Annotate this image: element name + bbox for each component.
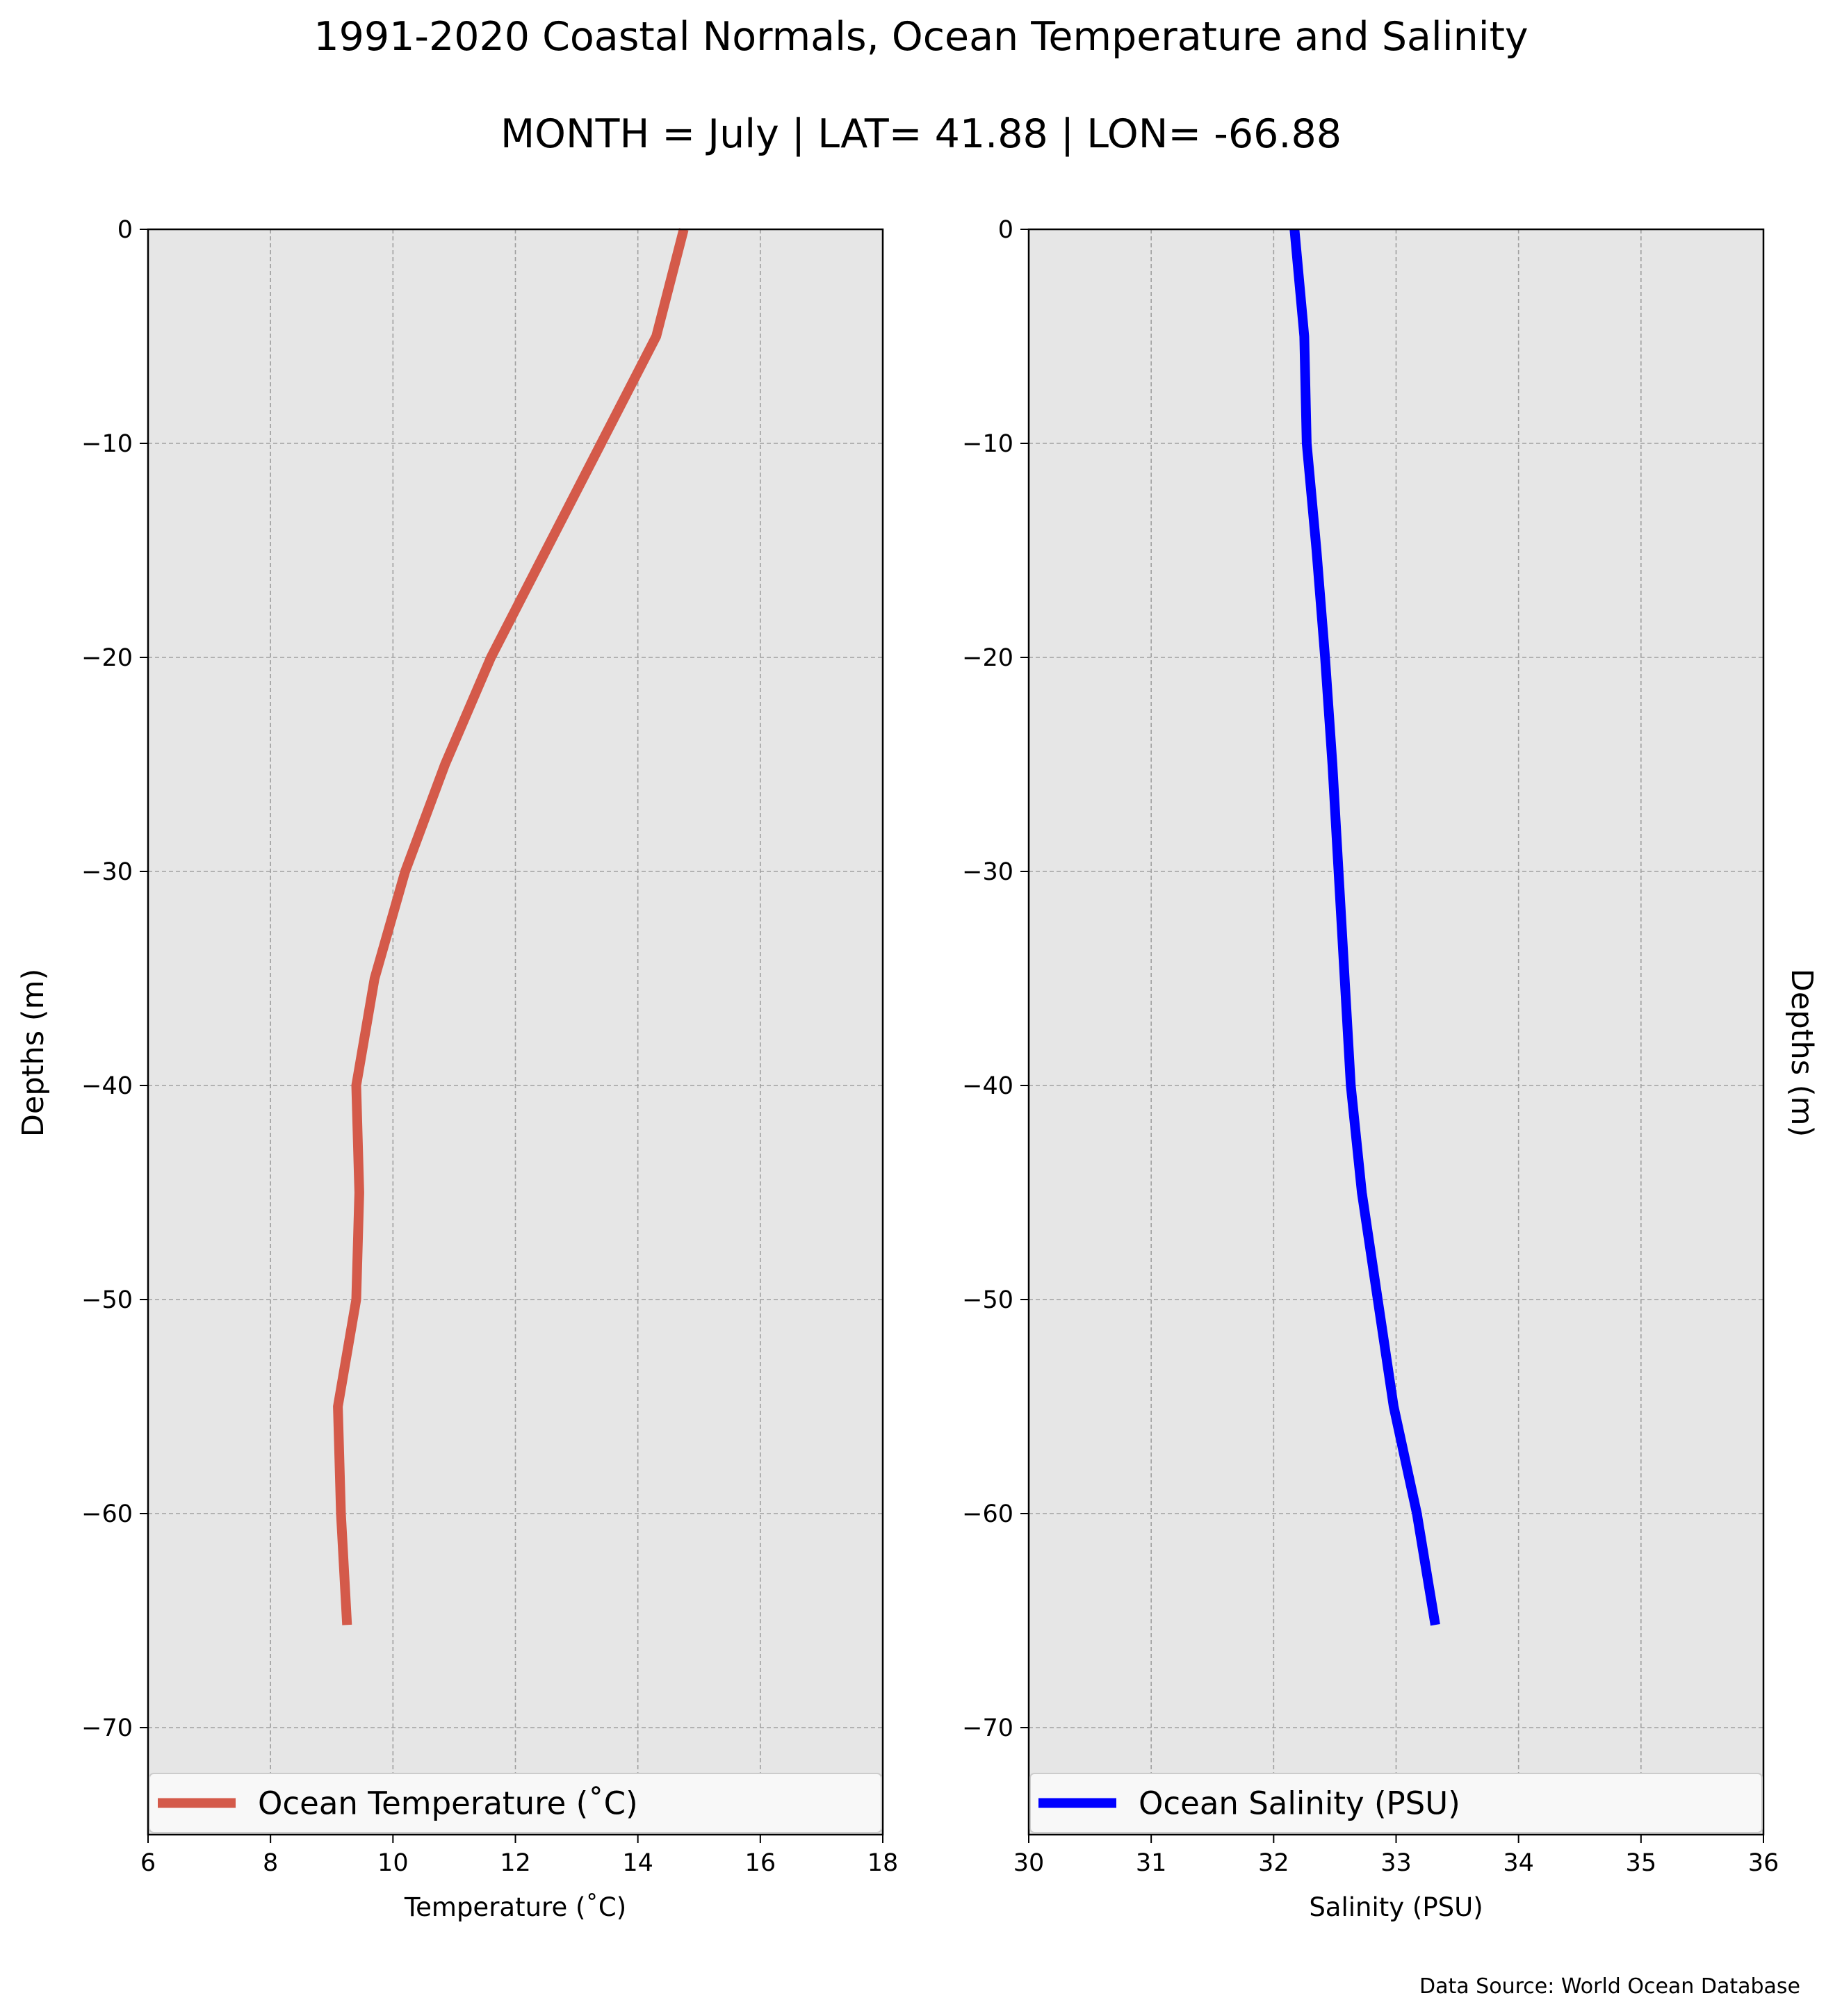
y-axis-label: Depths (m) [1784,969,1819,1137]
x-tick-label: 12 [500,1849,531,1877]
x-tick-label: 34 [1503,1849,1534,1877]
legend: Ocean Salinity (PSU) [1029,1773,1763,1833]
figure-title: 1991-2020 Coastal Normals, Ocean Tempera… [313,14,1528,60]
x-axis-label: Salinity (PSU) [1309,1892,1483,1922]
x-tick-label: 35 [1626,1849,1657,1877]
x-tick-label: 32 [1258,1849,1289,1877]
legend-label: Ocean Salinity (PSU) [1139,1785,1460,1822]
x-tick-label: 33 [1380,1849,1412,1877]
series-line [333,228,689,1625]
legend-box [1029,1773,1763,1833]
y-tick-label: −50 [81,1286,133,1314]
salinity-panel: 30 31 32 33 34 35 36 0 −10 −20 −30 −40 −50 −60 −70 Sali… [962,216,1819,1922]
y-tick-label: −30 [962,858,1013,886]
y-tick-label: −60 [962,1500,1013,1528]
y-tick-label: 0 [117,216,133,244]
y-tick-label: −50 [962,1286,1013,1314]
x-axis-label: Temperature (˚C) [404,1892,626,1922]
y-tick-label: 0 [998,216,1013,244]
y-tick-label: −10 [81,430,133,458]
x-tick-label: 18 [867,1849,899,1877]
x-tick-label: 14 [622,1849,653,1877]
x-tick-label: 6 [140,1849,156,1877]
temperature-panel: 6 8 10 12 14 16 18 0 −10 −20 −30 −40 −50 −60 −70 Temper… [16,216,898,1922]
legend-label: Ocean Temperature (˚C) [258,1785,638,1822]
y-tick-label: −20 [81,644,133,672]
x-tick-label: 31 [1136,1849,1167,1877]
figure-subtitle: MONTH = July | LAT= 41.88 | LON= -66.88 [500,111,1342,157]
x-tick-label: 36 [1748,1849,1779,1877]
x-tick-label: 8 [263,1849,278,1877]
x-tick-label: 10 [377,1849,409,1877]
x-tick-label: 30 [1013,1849,1045,1877]
y-tick-label: −20 [962,644,1013,672]
y-tick-label: −70 [962,1714,1013,1742]
x-tick-label: 16 [745,1849,776,1877]
legend-box [149,1773,882,1833]
source-note: Data Source: World Ocean Database [1419,1974,1800,1999]
y-tick-label: −30 [81,858,133,886]
y-tick-label: −40 [962,1072,1013,1100]
y-tick-label: −10 [962,430,1013,458]
legend: Ocean Temperature (˚C) [149,1773,882,1833]
y-tick-label: −60 [81,1500,133,1528]
y-tick-label: −40 [81,1072,133,1100]
series-line [1289,229,1440,1626]
y-tick-label: −70 [81,1714,133,1742]
y-axis-label: Depths (m) [16,969,51,1137]
